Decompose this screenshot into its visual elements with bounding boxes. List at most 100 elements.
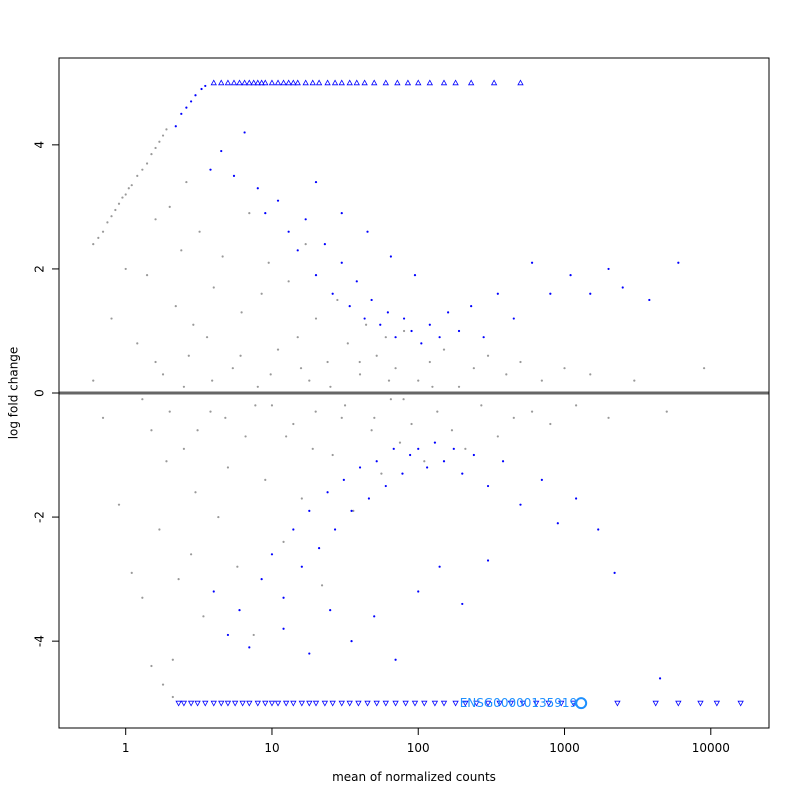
significant-gene-point xyxy=(370,298,373,302)
gene-point xyxy=(336,298,339,302)
significant-gene-point xyxy=(426,466,429,469)
significant-gene-point xyxy=(367,497,371,500)
gene-point xyxy=(136,174,139,177)
gene-point xyxy=(158,140,161,143)
clipped-point xyxy=(302,79,309,86)
gene-point xyxy=(589,373,592,376)
clipped-point xyxy=(473,700,480,707)
gene-point xyxy=(248,211,251,215)
significant-gene-point xyxy=(438,565,441,568)
significant-gene-point xyxy=(375,460,378,463)
gene-point xyxy=(240,311,243,314)
clipped-point xyxy=(338,79,345,86)
gene-point xyxy=(121,196,124,199)
gene-point xyxy=(299,367,303,370)
significant-gene-point xyxy=(501,460,505,463)
significant-gene-point xyxy=(389,255,392,258)
gene-point xyxy=(168,410,171,413)
clipped-point xyxy=(262,79,269,86)
gene-point xyxy=(308,379,311,382)
gene-point xyxy=(145,162,149,165)
significant-gene-point xyxy=(428,323,431,326)
clipped-point xyxy=(254,700,261,707)
clipped-point xyxy=(282,700,290,707)
gene-point xyxy=(496,435,499,438)
gene-point xyxy=(130,571,133,575)
gene-point xyxy=(287,280,290,283)
gene-point xyxy=(194,491,197,494)
clipped-point xyxy=(353,79,360,86)
clipped-point xyxy=(411,700,419,707)
clipped-point xyxy=(218,79,225,86)
gene-point xyxy=(270,404,274,407)
clipped-point xyxy=(236,79,243,86)
significant-gene-point xyxy=(470,305,473,308)
gene-point xyxy=(110,317,113,320)
gene-point xyxy=(177,578,180,581)
gene-point xyxy=(101,416,105,419)
clipped-point xyxy=(224,79,232,86)
gene-point xyxy=(182,447,186,450)
clipped-point xyxy=(224,700,232,707)
gene-point xyxy=(224,416,227,419)
gene-point xyxy=(442,348,446,351)
significant-gene-point xyxy=(417,590,420,593)
significant-gene-point xyxy=(363,317,366,320)
significant-gene-point xyxy=(282,627,285,630)
gene-point xyxy=(387,379,391,382)
gene-point xyxy=(300,497,303,500)
significant-gene-point xyxy=(442,460,446,463)
gene-point xyxy=(260,292,263,295)
significant-gene-point xyxy=(348,305,351,308)
gene-point xyxy=(117,503,121,506)
significant-gene-point xyxy=(384,484,387,488)
gene-point xyxy=(124,267,127,271)
significant-gene-point xyxy=(326,491,329,494)
gene-point xyxy=(185,180,188,184)
significant-gene-point xyxy=(482,336,485,339)
significant-gene-point xyxy=(355,280,358,283)
clipped-point xyxy=(210,79,217,86)
y-tick-label: 2 xyxy=(33,265,47,273)
significant-gene-point xyxy=(461,472,464,475)
significant-gene-point xyxy=(209,168,212,171)
clipped-point xyxy=(371,79,378,86)
clipped-point xyxy=(280,79,287,86)
clipped-point xyxy=(346,79,353,86)
gene-point xyxy=(226,466,230,469)
highlighted-gene-marker[interactable] xyxy=(575,697,588,710)
clipped-point xyxy=(175,700,182,707)
clipped-point xyxy=(545,700,552,707)
gene-point xyxy=(189,553,193,556)
significant-gene-point xyxy=(420,342,423,345)
significant-gene-point xyxy=(512,317,515,320)
gene-point xyxy=(254,404,257,407)
clipped-point xyxy=(570,700,577,707)
significant-gene-point xyxy=(373,615,376,618)
clipped-point xyxy=(713,700,721,707)
gene-point xyxy=(180,249,183,252)
significant-gene-point xyxy=(220,149,223,153)
gene-point xyxy=(486,354,490,357)
significant-gene-point xyxy=(394,336,397,339)
clipped-point xyxy=(558,700,565,707)
gene-point xyxy=(370,429,373,432)
clipped-point xyxy=(246,79,253,86)
clipped-point xyxy=(440,79,448,86)
significant-gene-point xyxy=(607,267,610,271)
clipped-point xyxy=(392,700,399,707)
clipped-point xyxy=(364,700,371,707)
clipped-point xyxy=(382,700,389,707)
gene-point xyxy=(436,410,439,413)
y-tick-label: 0 xyxy=(33,389,47,397)
significant-gene-point xyxy=(452,447,455,450)
gene-point xyxy=(141,596,144,599)
clipped-point xyxy=(394,79,401,86)
gene-point xyxy=(633,379,636,382)
significant-gene-point xyxy=(413,274,417,277)
gene-point xyxy=(117,202,121,205)
clipped-point xyxy=(361,79,368,86)
gene-point xyxy=(174,305,177,308)
significant-gene-point xyxy=(342,478,345,481)
gene-point xyxy=(314,317,318,320)
